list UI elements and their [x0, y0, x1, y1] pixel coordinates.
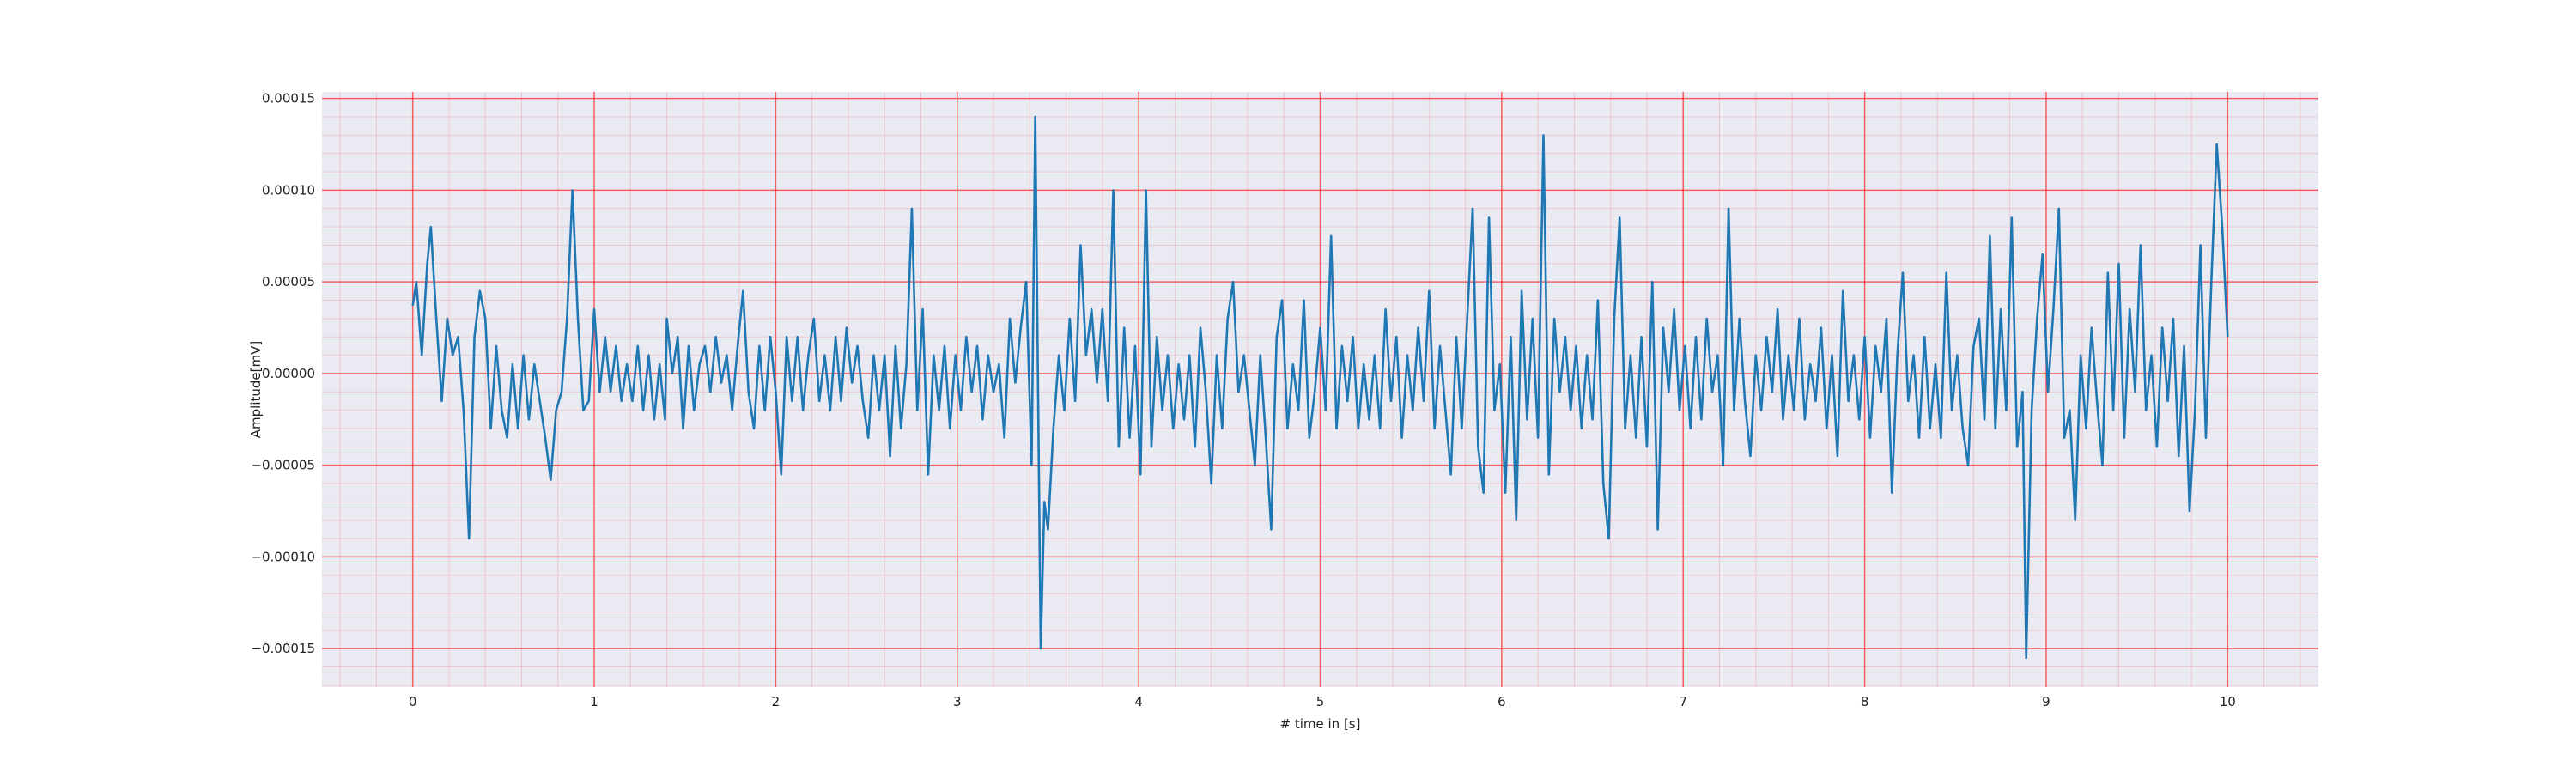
y-tick-label: −0.00015: [251, 641, 315, 656]
x-tick-label: 9: [2042, 694, 2050, 709]
x-tick-label: 5: [1316, 694, 1325, 709]
y-tick-label: −0.00005: [251, 458, 315, 473]
y-tick-label: 0.00005: [262, 274, 315, 289]
x-tick-label: 1: [590, 694, 598, 709]
y-axis-label: Amplitude[mV]: [248, 341, 264, 438]
y-tick-label: −0.00010: [251, 549, 315, 564]
x-tick-label: 7: [1679, 694, 1687, 709]
signal-line: [411, 115, 2229, 660]
y-tick-label: 0.00010: [262, 182, 315, 198]
x-tick-label: 2: [772, 694, 781, 709]
y-tick-label: 0.00015: [262, 91, 315, 107]
x-tick-label: 3: [953, 694, 962, 709]
x-tick-label: 4: [1134, 694, 1143, 709]
x-tick-label: 8: [1861, 694, 1869, 709]
plot-area: [411, 115, 2229, 660]
y-tick-label: 0.00000: [262, 366, 315, 381]
x-axis-label: # time in [s]: [1280, 716, 1361, 732]
x-tick-label: 6: [1498, 694, 1506, 709]
x-tick-label: 0: [409, 694, 417, 709]
x-tick-label: 10: [2220, 694, 2236, 709]
